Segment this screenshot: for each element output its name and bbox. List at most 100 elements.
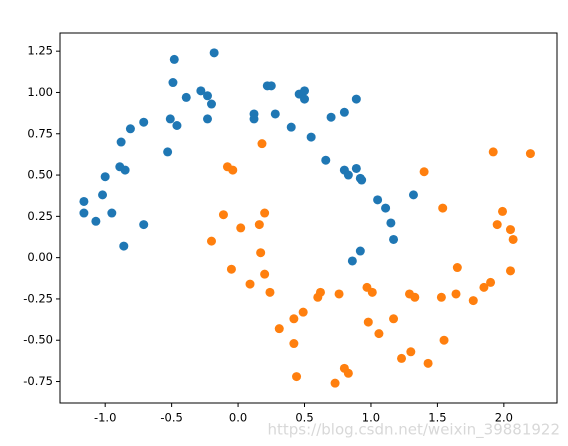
point (286, 122, 296, 132)
x-tick-label: 0.5 (295, 411, 313, 425)
y-tick-label: 0.25 (27, 209, 53, 223)
point (270, 109, 280, 119)
point (381, 203, 391, 213)
point (347, 256, 357, 266)
point (292, 372, 302, 382)
point (406, 347, 416, 357)
point (209, 48, 219, 58)
point (389, 314, 399, 324)
point (321, 155, 331, 165)
point (451, 289, 461, 299)
watermark: https://blog.csdn.net/weixin_39881922 (267, 421, 560, 440)
x-tick-label: 2.0 (495, 411, 513, 425)
point (165, 114, 175, 124)
point (206, 99, 216, 109)
point (326, 112, 336, 122)
point (505, 225, 515, 235)
point (228, 165, 238, 175)
point (120, 165, 130, 175)
point (357, 175, 367, 185)
point (266, 81, 276, 91)
point (203, 91, 213, 101)
point (100, 172, 110, 182)
y-tick-label: 1.25 (27, 44, 53, 58)
point (274, 324, 284, 334)
point (438, 203, 448, 213)
point (367, 287, 377, 297)
point (107, 208, 117, 218)
point (168, 78, 178, 88)
point (139, 220, 149, 230)
point (486, 277, 496, 287)
point (245, 279, 255, 289)
point (355, 246, 365, 256)
point (330, 378, 340, 388)
point (306, 132, 316, 142)
x-tick-label: 1.5 (428, 411, 446, 425)
point (300, 94, 310, 104)
point (397, 353, 407, 363)
point (260, 208, 270, 218)
point (298, 307, 308, 317)
x-tick-label: -1.0 (94, 411, 116, 425)
point (498, 206, 508, 216)
y-tick-label: 0.75 (27, 126, 53, 140)
y-tick-label: -0.25 (23, 291, 53, 305)
point (254, 220, 264, 230)
point (249, 114, 259, 124)
point (79, 208, 89, 218)
point (119, 241, 129, 251)
point (505, 266, 515, 276)
point (300, 86, 310, 96)
point (289, 339, 299, 349)
point (452, 263, 462, 273)
point (363, 317, 373, 327)
point (439, 335, 449, 345)
point (79, 196, 89, 206)
point (488, 147, 498, 157)
point (408, 190, 418, 200)
point (257, 139, 267, 149)
point (196, 86, 206, 96)
point (203, 114, 213, 124)
point (410, 292, 420, 302)
point (163, 147, 173, 157)
x-tick-label: 0.0 (229, 411, 247, 425)
point (116, 137, 126, 147)
point (508, 234, 518, 244)
point (479, 282, 489, 292)
point (125, 124, 135, 134)
point (265, 287, 275, 297)
plot-frame (59, 32, 558, 404)
y-tick-label: -0.50 (23, 333, 53, 347)
point (419, 167, 429, 177)
x-tick-label: 1.0 (362, 411, 380, 425)
point (386, 218, 396, 228)
point (181, 92, 191, 102)
point (256, 248, 266, 258)
point (206, 236, 216, 246)
point (374, 329, 384, 339)
point (98, 190, 108, 200)
y-tick-label: -0.75 (23, 374, 53, 388)
point (436, 292, 446, 302)
point (339, 107, 349, 117)
point (169, 54, 179, 64)
point (343, 170, 353, 180)
point (260, 269, 270, 279)
y-tick-label: 1.00 (27, 85, 53, 99)
point (139, 117, 149, 127)
y-tick-label: 0.50 (27, 168, 53, 182)
point (236, 223, 246, 233)
point (91, 216, 101, 226)
point (334, 289, 344, 299)
point (351, 94, 361, 104)
y-tick-label: 0.00 (27, 250, 53, 264)
x-tick-label: -0.5 (160, 411, 182, 425)
point (389, 234, 399, 244)
point (313, 292, 323, 302)
point (423, 358, 433, 368)
point (289, 314, 299, 324)
point (172, 121, 182, 130)
